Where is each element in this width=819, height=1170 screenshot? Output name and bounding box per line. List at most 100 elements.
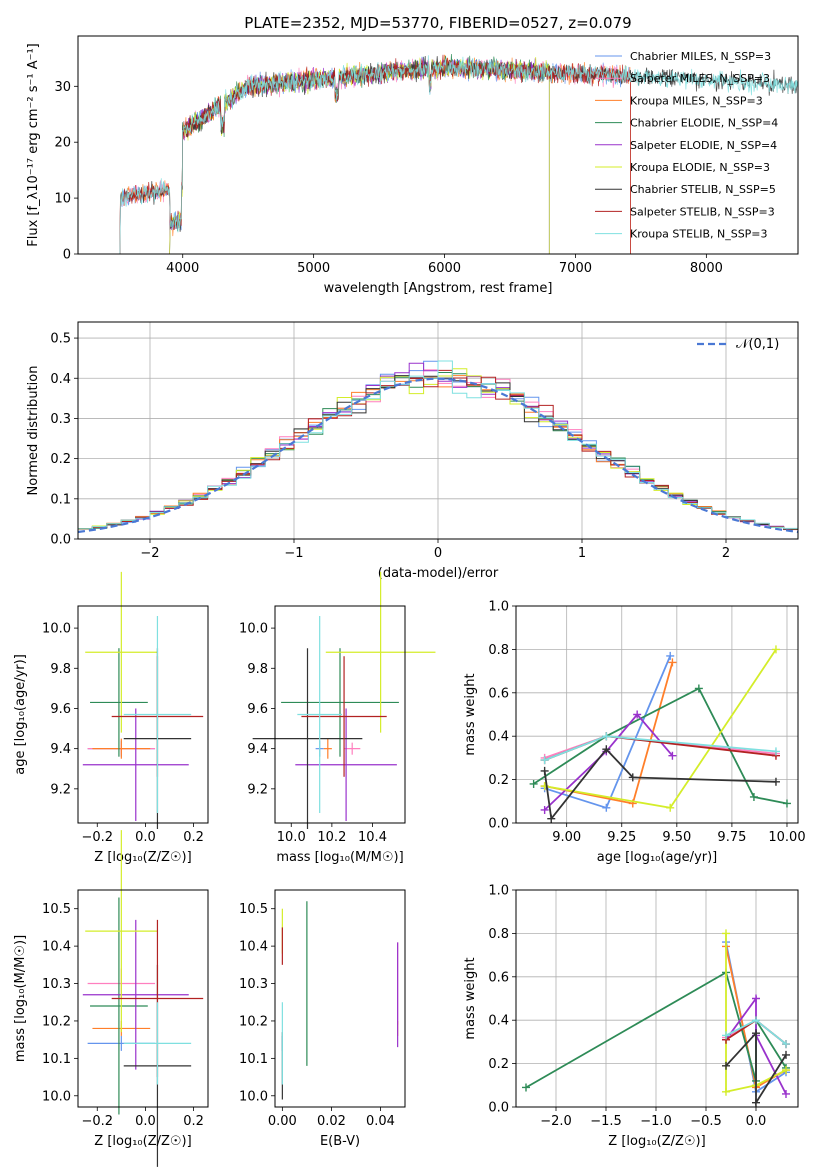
weight-marker (782, 1040, 790, 1049)
weight-marker (749, 792, 758, 801)
weight-marker (771, 747, 780, 756)
axes-frame (515, 889, 799, 1108)
y-tick-label: 10 (54, 192, 71, 207)
y-tick-label: 9.8 (50, 662, 71, 677)
z_mass-panel: −0.2 0.0 0.2 10.0 10.1 10.2 10.3 10.4 10.5 Z [log… (13, 830, 209, 1167)
weight-marker (633, 710, 642, 719)
weight-marker (547, 814, 556, 823)
x-tick-label: 8000 (690, 261, 723, 276)
x-tick-label: 0.0 (135, 830, 156, 845)
spectrum-line (119, 56, 631, 254)
weight-marker (782, 1066, 790, 1075)
weight-line (725, 1030, 787, 1106)
weight-marker (529, 779, 538, 788)
weight-marker (602, 745, 611, 754)
weight-line (544, 735, 777, 761)
y-tick-label: 9.4 (50, 742, 71, 757)
y-tick-label: 10.2 (42, 1014, 71, 1029)
residual-panel: −2 −1 0 1 2 0.0 0.1 0.2 0.3 0.4 0.5 (data-model)/er… (26, 321, 799, 581)
weight-marker (540, 756, 549, 765)
x-tick-label: 9.00 (552, 830, 581, 845)
x-tick-label: −0.2 (81, 830, 113, 845)
x-tick-label: −2.0 (540, 1114, 572, 1129)
legend-label: Kroupa STELIB, N_SSP=3 (630, 228, 768, 241)
weight-marker (771, 777, 780, 786)
legend-label: Chabrier ELODIE, N_SSP=4 (630, 117, 778, 130)
x-tick-label: 5000 (297, 261, 330, 276)
weight-marker (668, 751, 677, 760)
weight-marker (752, 1029, 760, 1038)
spectrum-panel: PLATE=2352, MJD=53770, FIBERID=0527, z=0… (26, 14, 799, 296)
axes-frame (77, 321, 799, 540)
y-tick-label: 0.1 (50, 492, 71, 507)
y-tick-label: 0.8 (488, 643, 509, 658)
y-tick-label: 0.0 (50, 533, 71, 548)
y-tick-label: 10.5 (42, 902, 71, 917)
y-tick-label: 10.4 (42, 940, 71, 955)
y-tick-label: 0.0 (488, 817, 509, 832)
spectrum-line (119, 55, 798, 254)
x-tick-label: −0.5 (690, 1114, 722, 1129)
axes-frame (77, 889, 209, 1108)
weight-marker (668, 658, 677, 667)
legend-label: Kroupa MILES, N_SSP=3 (630, 94, 763, 107)
x-tick-label: 0.0 (135, 1114, 156, 1129)
z_weight-panel: −2.0 −1.5 −1.0 −0.5 0.0 0.0 0.2 0.4 0.6 0.8 1.0 Z [… (463, 884, 799, 1149)
x-tick-label: 0.2 (183, 1114, 204, 1129)
x-tick-label: 0.2 (183, 830, 204, 845)
legend-label: Salpeter ELODIE, N_SSP=4 (630, 139, 777, 152)
x-tick-label: 10.0 (277, 830, 306, 845)
y-tick-label: 30 (54, 80, 71, 95)
y-tick-label: 10.0 (42, 1089, 71, 1104)
weight-marker (752, 994, 760, 1003)
weight-marker (540, 805, 549, 814)
x-tick-label: 9.75 (717, 830, 746, 845)
y-axis-label: Normed distribution (26, 366, 41, 496)
x-axis-label: (data-model)/error (378, 566, 499, 581)
weight-marker (752, 1098, 760, 1107)
y-tick-label: 10.2 (239, 1014, 268, 1029)
weight-marker (522, 1083, 530, 1092)
y-axis-label: mass weight (463, 673, 478, 755)
y-tick-label: 0.4 (488, 730, 509, 745)
y-tick-label: 9.2 (50, 782, 71, 797)
y-tick-label: 9.2 (247, 782, 268, 797)
weight-marker (722, 1061, 730, 1070)
normal-curve (77, 377, 799, 534)
x-tick-label: 4000 (166, 261, 199, 276)
x-tick-label: 10.4 (358, 830, 387, 845)
axes-frame (77, 35, 799, 255)
spectrum-line (169, 57, 550, 254)
weight-marker (540, 766, 549, 775)
weight-marker (722, 1031, 730, 1040)
weight-marker (771, 645, 780, 654)
x-tick-label: 10.00 (768, 830, 805, 845)
spectrum-line (119, 54, 631, 254)
x-tick-label: 0 (434, 546, 442, 561)
x-axis-label: age [log₁₀(age/yr)] (597, 850, 718, 865)
axes-frame (274, 605, 406, 824)
legend-label: Salpeter MILES, N_SSP=3 (630, 72, 770, 85)
x-tick-label: −2 (140, 546, 159, 561)
x-tick-label: 1 (578, 546, 586, 561)
spectrum-line (119, 58, 631, 254)
x-tick-label: 2 (722, 546, 730, 561)
x-tick-label: 0.04 (366, 1114, 395, 1129)
weight-marker (722, 1087, 730, 1096)
x-tick-label: −0.2 (81, 1114, 113, 1129)
weight-marker (782, 1089, 790, 1098)
y-axis-label: mass weight (463, 957, 478, 1039)
y-tick-label: 0.5 (50, 332, 71, 347)
weight-marker (782, 799, 791, 808)
x-axis-label: wavelength [Angstrom, rest frame] (324, 281, 553, 296)
weight-marker (602, 803, 611, 812)
y-tick-label: 9.6 (50, 702, 71, 717)
y-tick-label: 10.5 (239, 902, 268, 917)
x-axis-label: Z [log₁₀(Z/Z☉)] (94, 850, 191, 865)
legend-label: 𝒩(0,1) (736, 337, 779, 352)
weight-marker (666, 803, 675, 812)
y-tick-label: 0.6 (488, 970, 509, 985)
spectrum-line (119, 55, 798, 254)
y-tick-label: 1.0 (488, 600, 509, 615)
